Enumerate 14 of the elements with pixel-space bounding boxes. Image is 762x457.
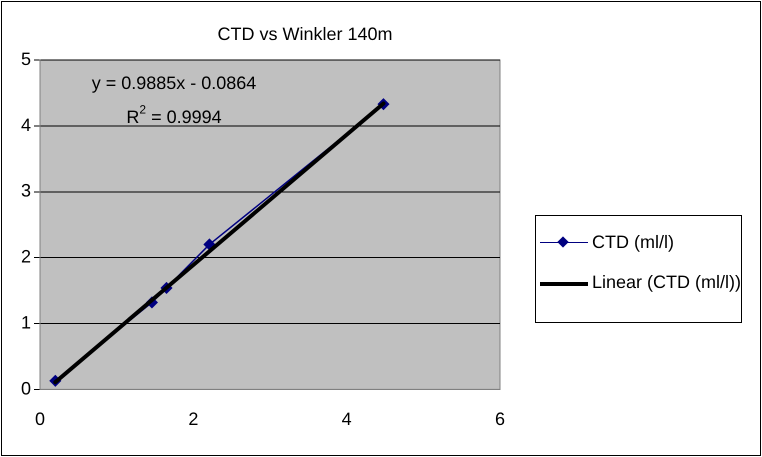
legend-label: CTD (ml/l)	[592, 232, 674, 253]
y-tick-label: 5	[20, 48, 32, 69]
y-tick-label: 3	[20, 180, 32, 201]
y-tick-label: 0	[20, 378, 32, 398]
y-tick-label: 4	[20, 114, 32, 135]
chart-title: CTD vs Winkler 140m	[216, 24, 394, 45]
legend-label: Linear (CTD (ml/l))	[592, 272, 742, 293]
x-tick-label: 0	[35, 409, 46, 430]
y-tick-label: 1	[20, 312, 32, 332]
x-tick-label: 4	[342, 409, 352, 430]
y-tick-label: 2	[20, 246, 32, 267]
x-tick-label: 2	[188, 409, 198, 430]
x-tick-label: 6	[494, 409, 506, 430]
annotation: y = 0.9885x - 0.0864	[92, 72, 256, 93]
